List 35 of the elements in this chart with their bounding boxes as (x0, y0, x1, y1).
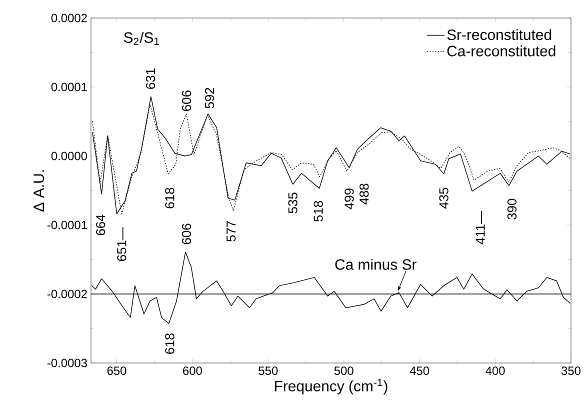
annotation: 488 (360, 184, 369, 204)
annotation: 518 (314, 200, 323, 222)
annotation: 411— (476, 210, 485, 244)
x-tick-label: 600 (183, 366, 202, 375)
annotation: 390 (507, 198, 517, 220)
x-tick-label: 400 (486, 366, 505, 375)
annotation: 435 (439, 188, 448, 209)
annotation: S$_{2}$/S$_{1}$ (124, 32, 160, 46)
x-tick-label: 500 (334, 366, 354, 375)
y-tick-label: 0.0000 (51, 152, 88, 160)
y-tick-label: 0.0001 (51, 82, 87, 92)
x-tick-label: 550 (258, 366, 278, 375)
annotation: 618 (165, 333, 174, 354)
y-tick-label: -0.0002 (47, 290, 87, 298)
y-tick-label: -0.0003 (47, 358, 87, 368)
annotation: 499 (344, 188, 354, 210)
y-tick-label: 0.0002 (51, 14, 87, 22)
annotation: 606 (182, 90, 192, 111)
y-axis-title: Δ A.U. (34, 170, 44, 212)
x-axis-title: Frequency (cm$^{-1}$) (275, 378, 388, 394)
annotation: 651— (117, 227, 126, 261)
annotation: 592 (204, 88, 214, 108)
x-tick-label: 650 (107, 366, 126, 375)
x-tick-label: 350 (561, 366, 581, 375)
legend-label: Ca-reconstituted (447, 45, 556, 56)
annotation: 618 (165, 188, 174, 208)
annotation: 606 (182, 224, 192, 244)
x-tick-label: 450 (410, 366, 430, 375)
annotation: 664 (96, 214, 106, 236)
annotation: 535 (288, 192, 298, 214)
annotation: 631 (146, 68, 156, 89)
annotation: 577 (226, 221, 236, 242)
annotation: Ca minus Sr (335, 258, 416, 270)
legend-label: Sr-reconstituted (447, 29, 552, 40)
y-tick-label: -0.0001 (47, 220, 87, 230)
